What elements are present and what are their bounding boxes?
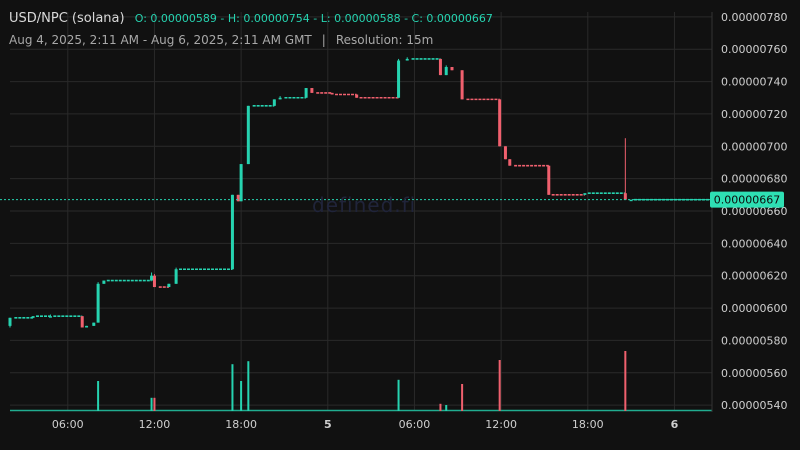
candle-body (152, 275, 156, 288)
y-tick-label: 0.00000780 (721, 11, 787, 24)
candle-body (450, 67, 454, 71)
candle-body (355, 94, 359, 98)
x-tick-label: 5 (324, 418, 332, 431)
y-tick-label: 0.00000760 (721, 43, 787, 56)
candlesticks (8, 57, 712, 328)
volume-bar (150, 397, 153, 411)
candle-body (246, 105, 250, 165)
y-tick-label: 0.00000720 (721, 108, 787, 121)
candle-body (460, 70, 464, 100)
x-tick-label: 12:00 (485, 418, 517, 431)
y-tick-label: 0.00000700 (721, 140, 787, 153)
candle-body (629, 199, 633, 202)
candle-body (80, 316, 84, 328)
y-tick-label: 0.00000540 (721, 399, 787, 412)
candle-body (8, 317, 12, 326)
candle-body (330, 92, 334, 95)
candle-body (31, 316, 35, 318)
axes: 0.00000780 0.00000760 0.00000740 0.00000720… (0, 11, 787, 431)
candle-body (623, 193, 627, 200)
resolution-label: Resolution: 15m (335, 33, 434, 47)
y-tick-label: 0.00000600 (721, 302, 787, 315)
date-range: Aug 4, 2025, 2:11 AM - Aug 6, 2025, 2:11… (9, 33, 312, 47)
x-tick-label: 18:00 (225, 418, 257, 431)
volume-bars (10, 351, 712, 412)
volume-bar (498, 360, 501, 411)
candle-body (272, 99, 276, 106)
x-tick-label: 12:00 (139, 418, 171, 431)
volume-bar (231, 364, 234, 411)
y-tick-label: 0.00000660 (721, 205, 787, 218)
x-tick-label: 06:00 (399, 418, 431, 431)
x-tick-label: 6 (671, 418, 679, 431)
candle-body (583, 193, 587, 195)
pair-title: USD/NPC (solana) (9, 11, 125, 26)
current-price-tag (710, 191, 784, 208)
candle-body (498, 99, 502, 147)
candle-body (503, 146, 507, 160)
candle-body (174, 269, 178, 284)
volume-bar (439, 403, 442, 411)
y-tick-label: 0.00000620 (721, 270, 787, 283)
ohlc-readout: O: 0.00000589 - H: 0.00000754 - L: 0.000… (134, 12, 493, 25)
candle-body (278, 97, 282, 100)
candle-body (236, 194, 240, 202)
volume-bar (153, 397, 156, 411)
chart-header: USD/NPC (solana) O: 0.00000589 - H: 0.00… (9, 11, 493, 26)
y-tick-label: 0.00000560 (721, 367, 787, 380)
candle-body (85, 325, 89, 328)
grid-lines (10, 12, 712, 410)
candle-body (92, 322, 96, 326)
candle-body (167, 283, 171, 288)
candle-body (48, 316, 52, 318)
candle-body (304, 88, 308, 98)
volume-bar (97, 381, 100, 411)
candle-body (96, 283, 100, 323)
volume-bar (247, 361, 250, 411)
candle-body (508, 159, 512, 166)
volume-bar (624, 351, 627, 411)
chart-subheader: Aug 4, 2025, 2:11 AM - Aug 6, 2025, 2:11… (9, 33, 433, 47)
y-tick-label: 0.00000740 (721, 76, 787, 89)
candle-body (438, 58, 442, 76)
candle-body (397, 60, 401, 98)
volume-bar (461, 384, 464, 411)
separator: | (321, 33, 326, 47)
volume-bar (397, 379, 400, 411)
y-tick-label: 0.00000640 (721, 237, 787, 250)
x-tick-label: 06:00 (52, 418, 84, 431)
candle-body (310, 88, 314, 93)
y-tick-label: 0.00000580 (721, 334, 787, 347)
x-tick-label: 18:00 (572, 418, 604, 431)
candle-body (239, 164, 243, 202)
candle-body (547, 165, 551, 195)
volume-bar (240, 381, 243, 411)
candle-body (102, 280, 106, 284)
watermark: defined.fi (312, 193, 417, 217)
candle-body (150, 275, 154, 281)
candle-body (230, 194, 234, 270)
current-price-label: 0.00000667 (714, 194, 780, 207)
volume-bar (445, 405, 448, 411)
candle-body (444, 67, 448, 76)
candle-body (405, 58, 409, 61)
y-tick-label: 0.00000680 (721, 173, 787, 186)
